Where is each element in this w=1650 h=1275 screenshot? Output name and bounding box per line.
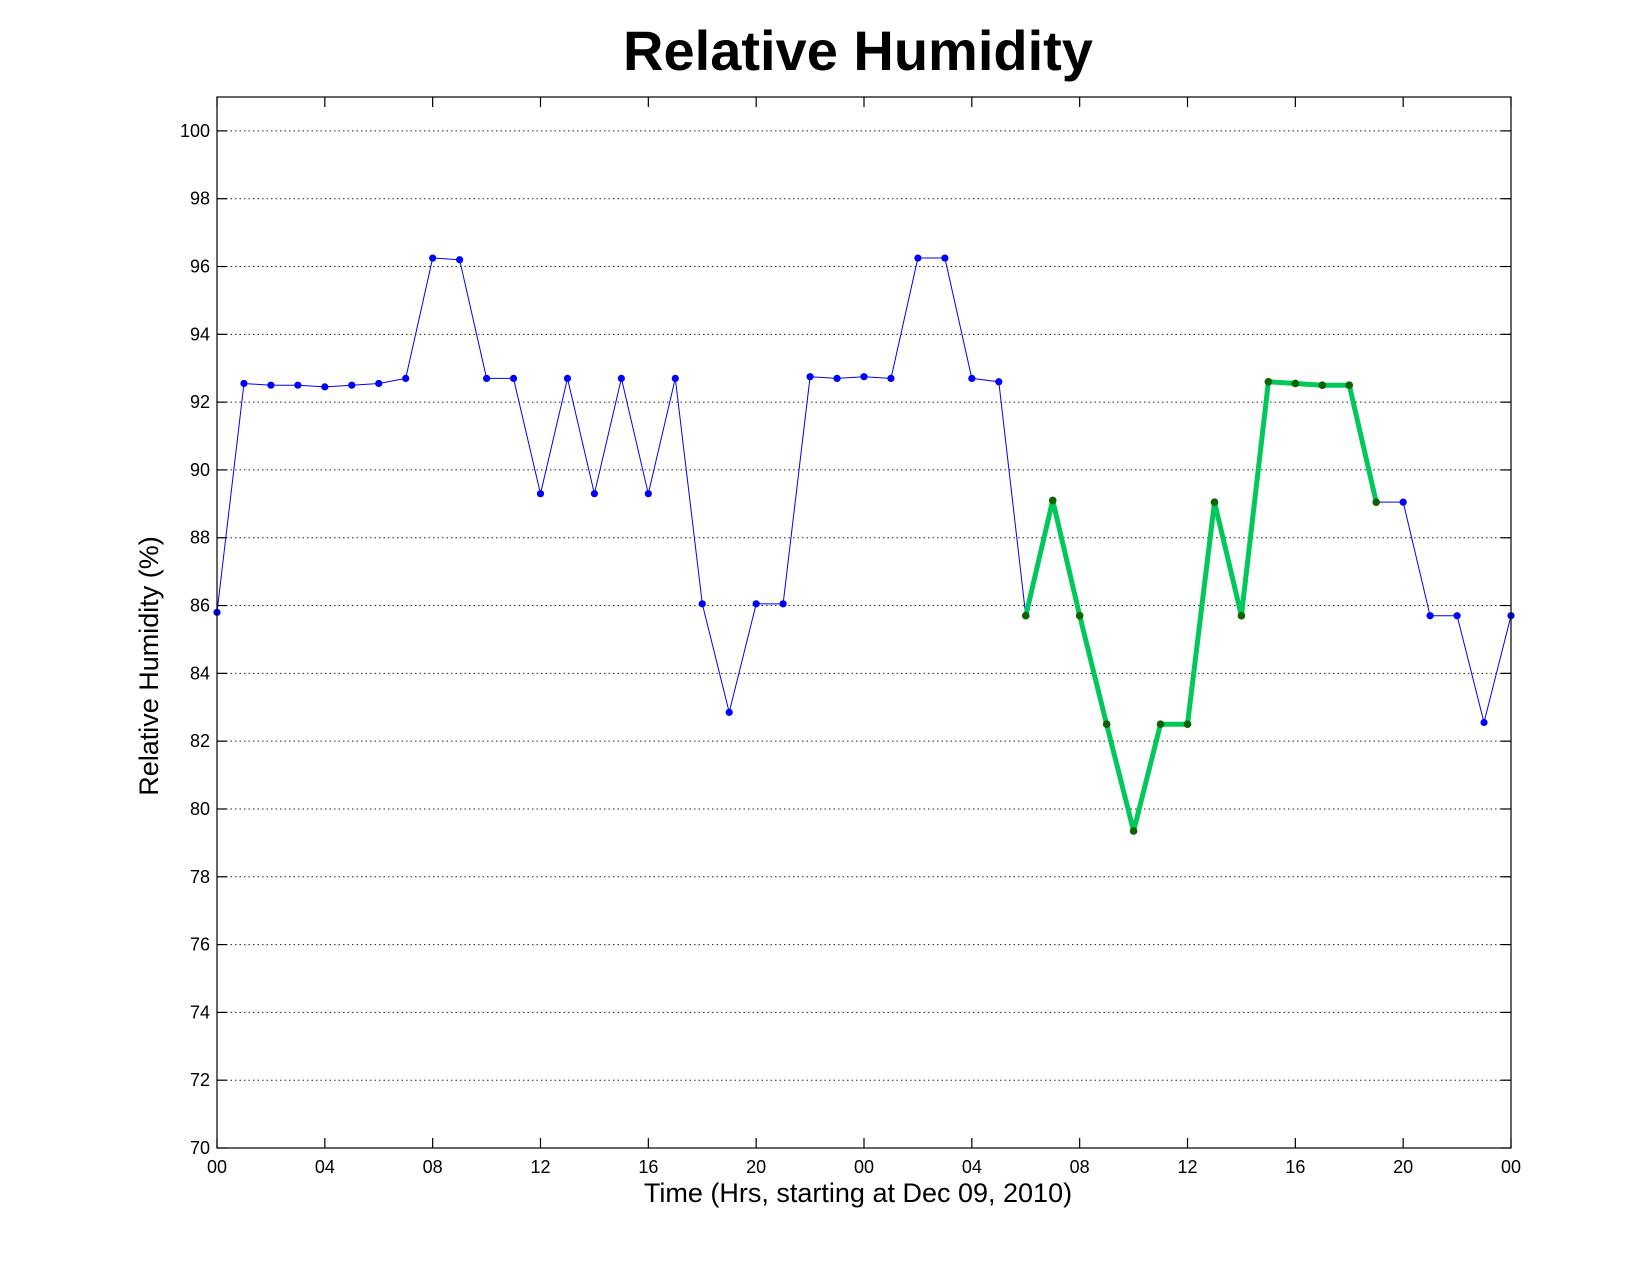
x-tick-label: 08 — [423, 1157, 443, 1177]
series-1-point — [671, 374, 679, 382]
series-2-point — [1183, 720, 1192, 729]
y-tick-label: 86 — [190, 596, 210, 616]
series-2-point — [1264, 377, 1273, 386]
series-1-point — [941, 254, 949, 262]
x-axis-label: Time (Hrs, starting at Dec 09, 2010) — [644, 1178, 1072, 1208]
series-1-point — [536, 490, 545, 498]
series-1-point — [833, 374, 841, 382]
series-2-point — [1345, 381, 1354, 389]
x-tick-label: 04 — [315, 1157, 335, 1177]
series-1-point — [887, 374, 895, 382]
series-1-point — [698, 600, 706, 608]
series-1-point — [294, 381, 302, 389]
x-tick-label: 12 — [1177, 1157, 1197, 1177]
series-1-point — [1453, 612, 1461, 620]
y-tick-label: 88 — [190, 528, 210, 548]
axis-ticks — [216, 97, 1512, 1149]
series-1-point — [995, 378, 1003, 386]
y-tick-label: 82 — [190, 731, 210, 751]
series-2-point — [1318, 381, 1327, 389]
x-tick-label: 08 — [1070, 1157, 1090, 1177]
x-tick-label: 00 — [854, 1157, 874, 1177]
x-tick-label: 04 — [962, 1157, 982, 1177]
plot-area-frame — [216, 96, 1512, 1149]
series-2-point — [1021, 611, 1030, 620]
y-tick-label: 96 — [190, 257, 210, 277]
x-tick-label: 16 — [638, 1157, 658, 1177]
series-2-point — [1372, 498, 1381, 506]
series-2-point — [1156, 720, 1165, 729]
series-1-point — [1480, 718, 1488, 727]
series-2-point — [1210, 498, 1219, 506]
y-tick-label: 90 — [190, 460, 210, 480]
series-1-point — [321, 383, 329, 391]
y-tick-label: 94 — [190, 324, 210, 344]
y-tick-label: 80 — [190, 799, 210, 819]
x-tick-label: 20 — [746, 1157, 766, 1177]
series-1-point — [860, 373, 868, 381]
y-tick-label: 84 — [190, 663, 210, 683]
data-series — [213, 254, 1515, 835]
x-tick-label: 00 — [207, 1157, 227, 1177]
series-1-point — [429, 254, 437, 262]
series-2-line — [1023, 379, 1379, 834]
series-1-point — [1426, 612, 1434, 620]
series-2-point — [1291, 379, 1300, 388]
y-tick-label: 100 — [180, 121, 210, 141]
series-1-point — [482, 374, 491, 382]
series-1-point — [456, 256, 464, 264]
series-1-point — [968, 374, 976, 382]
series-1-point — [725, 708, 733, 716]
series-1-point — [779, 600, 787, 608]
y-tick-label: 74 — [190, 1002, 210, 1022]
series-1-point — [806, 373, 814, 381]
series-1-point — [402, 374, 410, 382]
series-1-point — [509, 374, 518, 382]
x-tick-label: 16 — [1285, 1157, 1305, 1177]
y-tick-label: 76 — [190, 935, 210, 955]
y-tick-label: 92 — [190, 392, 210, 412]
series-2-point — [1075, 611, 1084, 620]
series-1-point — [563, 374, 572, 382]
series-1-point — [914, 254, 922, 262]
y-axis-label: Relative Humidity (%) — [134, 536, 164, 796]
tick-labels: 70 72 74 76 78 80 82 84 86 88 90 92 94 96 98 100 00 04 08 1… — [180, 121, 1521, 1177]
series-1-point — [348, 381, 356, 389]
series-1-point — [590, 490, 599, 498]
series-2-point — [1048, 496, 1057, 505]
y-tick-label: 72 — [190, 1070, 210, 1090]
series-2 — [1021, 377, 1381, 835]
x-tick-label: 20 — [1393, 1157, 1413, 1177]
x-tick-label: 00 — [1501, 1157, 1521, 1177]
series-1-point — [1399, 498, 1407, 506]
series-1-point — [644, 490, 652, 498]
series-2-point — [1102, 720, 1111, 729]
chart-title: Relative Humidity — [623, 19, 1093, 82]
y-tick-label: 78 — [190, 867, 210, 887]
series-1-point — [617, 374, 625, 382]
y-tick-label: 70 — [190, 1138, 210, 1158]
series-1-point — [375, 379, 383, 388]
series-1-point — [240, 379, 248, 388]
x-tick-label: 12 — [530, 1157, 550, 1177]
series-1-point — [267, 381, 275, 389]
series-2-point — [1129, 827, 1138, 835]
y-tick-label: 98 — [190, 189, 210, 209]
series-2-point — [1237, 611, 1246, 620]
series-1-point — [752, 600, 760, 608]
